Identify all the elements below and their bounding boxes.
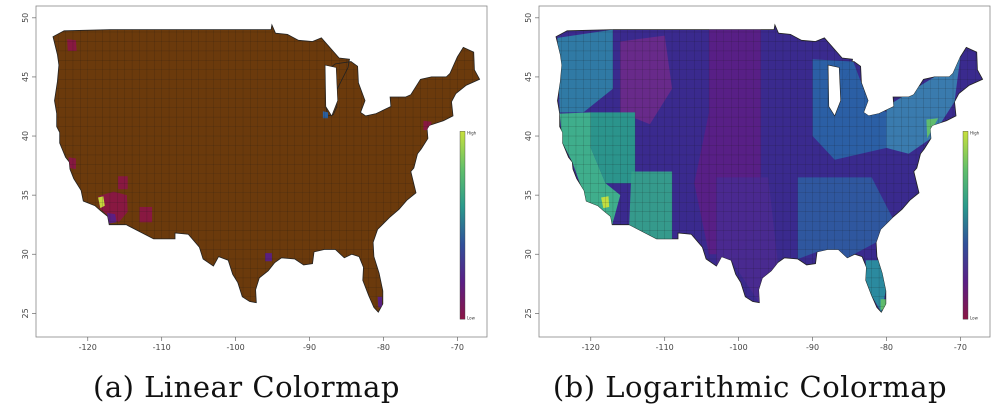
colorbar-high-label: High (467, 130, 477, 135)
x-tick-label: -80 (880, 343, 893, 352)
x-tick-label: -90 (806, 343, 819, 352)
x-tick-label: -70 (954, 343, 967, 352)
x-tick-label: -80 (377, 343, 390, 352)
y-tick-label: 35 (524, 190, 533, 200)
region-northwest-mix (557, 29, 613, 113)
region-sf (68, 157, 76, 170)
x-tick-label: -90 (303, 343, 316, 352)
x-axis-ticks: -120 -110 -100 -90 -80 -70 (582, 337, 967, 352)
lake-michigan (324, 64, 339, 117)
region-socal-highlight (98, 191, 128, 223)
y-tick-label: 40 (21, 131, 30, 141)
lake-michigan (827, 64, 842, 117)
y-tick-label: 30 (524, 249, 533, 259)
region-miami (377, 296, 382, 308)
caption-linear: (a) Linear Colormap (93, 370, 400, 404)
colorbar-gradient (962, 131, 969, 320)
x-tick-label: -120 (79, 343, 97, 352)
region-california-green (559, 112, 621, 225)
colorbar: High Low (459, 130, 477, 320)
region-arizona (629, 171, 673, 239)
y-tick-label: 25 (21, 308, 30, 318)
region-florida-tip (880, 299, 886, 310)
x-tick-label: -120 (582, 343, 600, 352)
region-houston (265, 253, 272, 262)
region-lasvegas (118, 176, 128, 190)
colorbar-high-label: High (970, 130, 980, 135)
x-tick-label: -110 (153, 343, 171, 352)
region-chicago (322, 111, 328, 119)
y-tick-label: 30 (21, 249, 30, 259)
x-tick-label: -110 (656, 343, 674, 352)
region-mountain-dark (620, 35, 673, 125)
x-axis-ticks: -120 -110 -100 -90 -80 -70 (79, 337, 464, 352)
y-tick-label: 40 (524, 131, 533, 141)
y-axis-ticks: 50 45 40 35 30 25 (21, 13, 36, 318)
colorbar-low-label: Low (970, 315, 979, 320)
plot-frame (35, 5, 488, 338)
y-axis-ticks: 50 45 40 35 30 25 (524, 13, 539, 318)
y-tick-label: 25 (524, 308, 533, 318)
y-tick-label: 45 (21, 72, 30, 82)
x-tick-label: -70 (451, 343, 464, 352)
plot-frame (538, 5, 991, 338)
region-east-coast-green (926, 118, 939, 139)
map-linear: -120 -110 -100 -90 -80 -70 50 45 40 35 30 25 High Low (21, 5, 488, 352)
panel-linear: -120 -110 -100 -90 -80 -70 50 45 40 35 30 25 High Low… (0, 0, 493, 417)
region-south-mix (797, 177, 893, 259)
us-landmass (52, 23, 481, 313)
caption-logarithmic: (b) Logarithmic Colormap (552, 370, 948, 404)
colorbar-gradient (459, 131, 466, 320)
region-sandiego (107, 212, 117, 224)
colorbar-low-label: Low (467, 315, 476, 320)
colorbar: High Low (962, 130, 980, 320)
x-tick-label: -100 (730, 343, 748, 352)
y-tick-label: 45 (524, 72, 533, 82)
panel-logarithmic: -120 -110 -100 -90 -80 -70 50 45 40 35 30 25 High Low… (503, 0, 997, 417)
y-tick-label: 35 (21, 190, 30, 200)
map-logarithmic: -120 -110 -100 -90 -80 -70 50 45 40 35 30 25 High Low (524, 5, 991, 352)
region-phoenix (139, 207, 153, 223)
y-tick-label: 50 (21, 13, 30, 23)
x-tick-label: -100 (227, 343, 245, 352)
y-tick-label: 50 (524, 13, 533, 23)
region-seattle (67, 39, 77, 51)
